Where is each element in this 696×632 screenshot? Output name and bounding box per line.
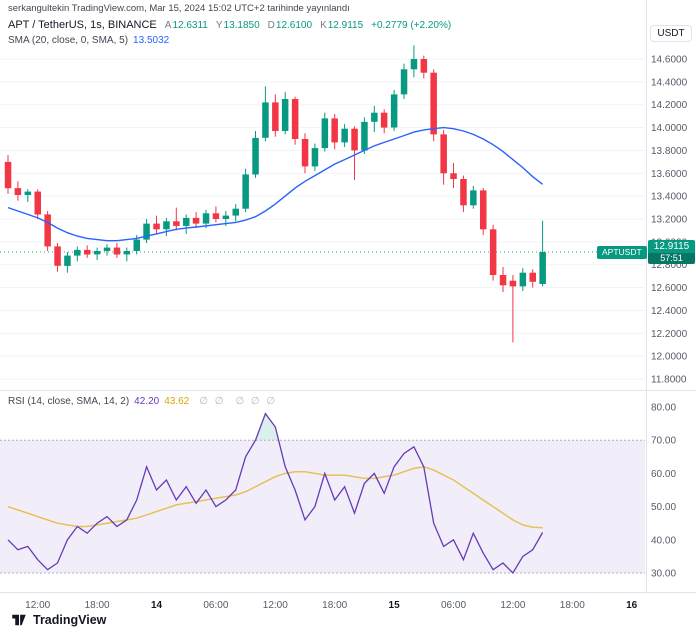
ohlc-open: A12.6311 bbox=[164, 20, 208, 31]
rsi-band bbox=[0, 440, 645, 573]
rsi-hidden-values-2: ∅ ∅ ∅ bbox=[235, 396, 278, 407]
price-axis-labels[interactable]: 11.8000 12.0000 12.2000 12.4000 12.6000 12.80… bbox=[651, 55, 688, 386]
svg-text:14.0000: 14.0000 bbox=[651, 123, 688, 134]
rsi-legend-value: 42.20 bbox=[134, 396, 160, 407]
rsi-overbought-fill bbox=[255, 413, 279, 441]
rsi-line bbox=[7, 412, 544, 575]
svg-text:06:00: 06:00 bbox=[441, 600, 466, 611]
svg-text:40.00: 40.00 bbox=[651, 535, 676, 546]
time-axis-labels[interactable]: 12:00 18:00 14 06:00 12:00 18:00 15 06:00 12:00 1… bbox=[25, 600, 638, 611]
svg-text:14.4000: 14.4000 bbox=[651, 77, 688, 88]
svg-text:80.00: 80.00 bbox=[651, 403, 676, 414]
svg-text:15: 15 bbox=[389, 600, 401, 611]
svg-text:60.00: 60.00 bbox=[651, 469, 676, 480]
currency-toggle-usdt[interactable]: USDT bbox=[650, 25, 692, 42]
svg-text:70.00: 70.00 bbox=[651, 436, 676, 447]
svg-text:06:00: 06:00 bbox=[203, 600, 228, 611]
sma-line bbox=[7, 126, 544, 242]
rsi-axis-labels[interactable]: 30.00 40.00 50.00 60.00 70.00 80.00 bbox=[651, 403, 676, 580]
ohlc-close: K12.9115 bbox=[320, 20, 364, 31]
svg-text:18:00: 18:00 bbox=[322, 600, 347, 611]
svg-text:12.6000: 12.6000 bbox=[651, 283, 688, 294]
sma-legend[interactable]: SMA (20, close, 0, SMA, 5) 13.5032 bbox=[8, 35, 169, 46]
svg-text:18:00: 18:00 bbox=[560, 600, 585, 611]
footer-brand[interactable]: TradingView bbox=[33, 613, 107, 627]
svg-text:18:00: 18:00 bbox=[85, 600, 110, 611]
svg-text:11.8000: 11.8000 bbox=[651, 375, 687, 386]
symbol-title: APT / TetherUS, 1s, BINANCE bbox=[8, 19, 157, 31]
price-grid bbox=[0, 58, 645, 380]
change-value: +0.2779 (+2.20%) bbox=[371, 20, 452, 31]
rsi-legend-label: RSI (14, close, SMA, 14, 2) bbox=[8, 396, 130, 407]
svg-text:12.8000: 12.8000 bbox=[651, 260, 688, 271]
svg-text:12.4000: 12.4000 bbox=[651, 306, 688, 317]
rsi-ma-legend-value: 43.62 bbox=[164, 396, 190, 407]
svg-text:12:00: 12:00 bbox=[263, 600, 288, 611]
candle-countdown: 57:51 bbox=[648, 253, 695, 264]
svg-text:13.8000: 13.8000 bbox=[651, 146, 688, 157]
svg-text:30.00: 30.00 bbox=[651, 569, 676, 580]
svg-text:13.2000: 13.2000 bbox=[651, 215, 688, 226]
candlesticks[interactable] bbox=[4, 45, 546, 343]
svg-text:50.00: 50.00 bbox=[651, 502, 676, 513]
svg-text:16: 16 bbox=[626, 600, 638, 611]
sma-legend-value: 13.5032 bbox=[133, 35, 170, 46]
svg-text:14.6000: 14.6000 bbox=[651, 55, 688, 66]
svg-text:12:00: 12:00 bbox=[500, 600, 525, 611]
rsi-hidden-values: ∅ ∅ bbox=[199, 396, 226, 407]
tradingview-logo[interactable] bbox=[10, 611, 28, 629]
footer: TradingView bbox=[10, 611, 106, 629]
svg-text:14: 14 bbox=[151, 600, 163, 611]
svg-text:12:00: 12:00 bbox=[25, 600, 50, 611]
sma-legend-label: SMA (20, close, 0, SMA, 5) bbox=[8, 35, 129, 46]
attribution-text: serkangultekin TradingView.com, Mar 15, … bbox=[8, 3, 350, 14]
last-price-value: 12.9115 bbox=[653, 241, 690, 252]
last-price-badge[interactable]: 12.9115 57:51 bbox=[648, 240, 695, 264]
rsi-ma-line bbox=[7, 466, 543, 529]
svg-text:12.2000: 12.2000 bbox=[651, 329, 688, 340]
ohlc-high: Y13.1850 bbox=[215, 20, 260, 31]
rsi-legend[interactable]: RSI (14, close, SMA, 14, 2) 42.20 43.62 ∅ ∅… bbox=[8, 396, 277, 407]
ohlc-low: D12.6100 bbox=[267, 20, 313, 31]
svg-text:13.4000: 13.4000 bbox=[651, 192, 688, 203]
svg-text:14.2000: 14.2000 bbox=[651, 100, 688, 111]
svg-text:12.0000: 12.0000 bbox=[651, 352, 688, 363]
symbol-price-pill: APTUSDT bbox=[597, 246, 647, 259]
svg-text:13.6000: 13.6000 bbox=[651, 169, 688, 180]
symbol-legend[interactable]: APT / TetherUS, 1s, BINANCE A12.6311 Y13… bbox=[8, 19, 451, 31]
